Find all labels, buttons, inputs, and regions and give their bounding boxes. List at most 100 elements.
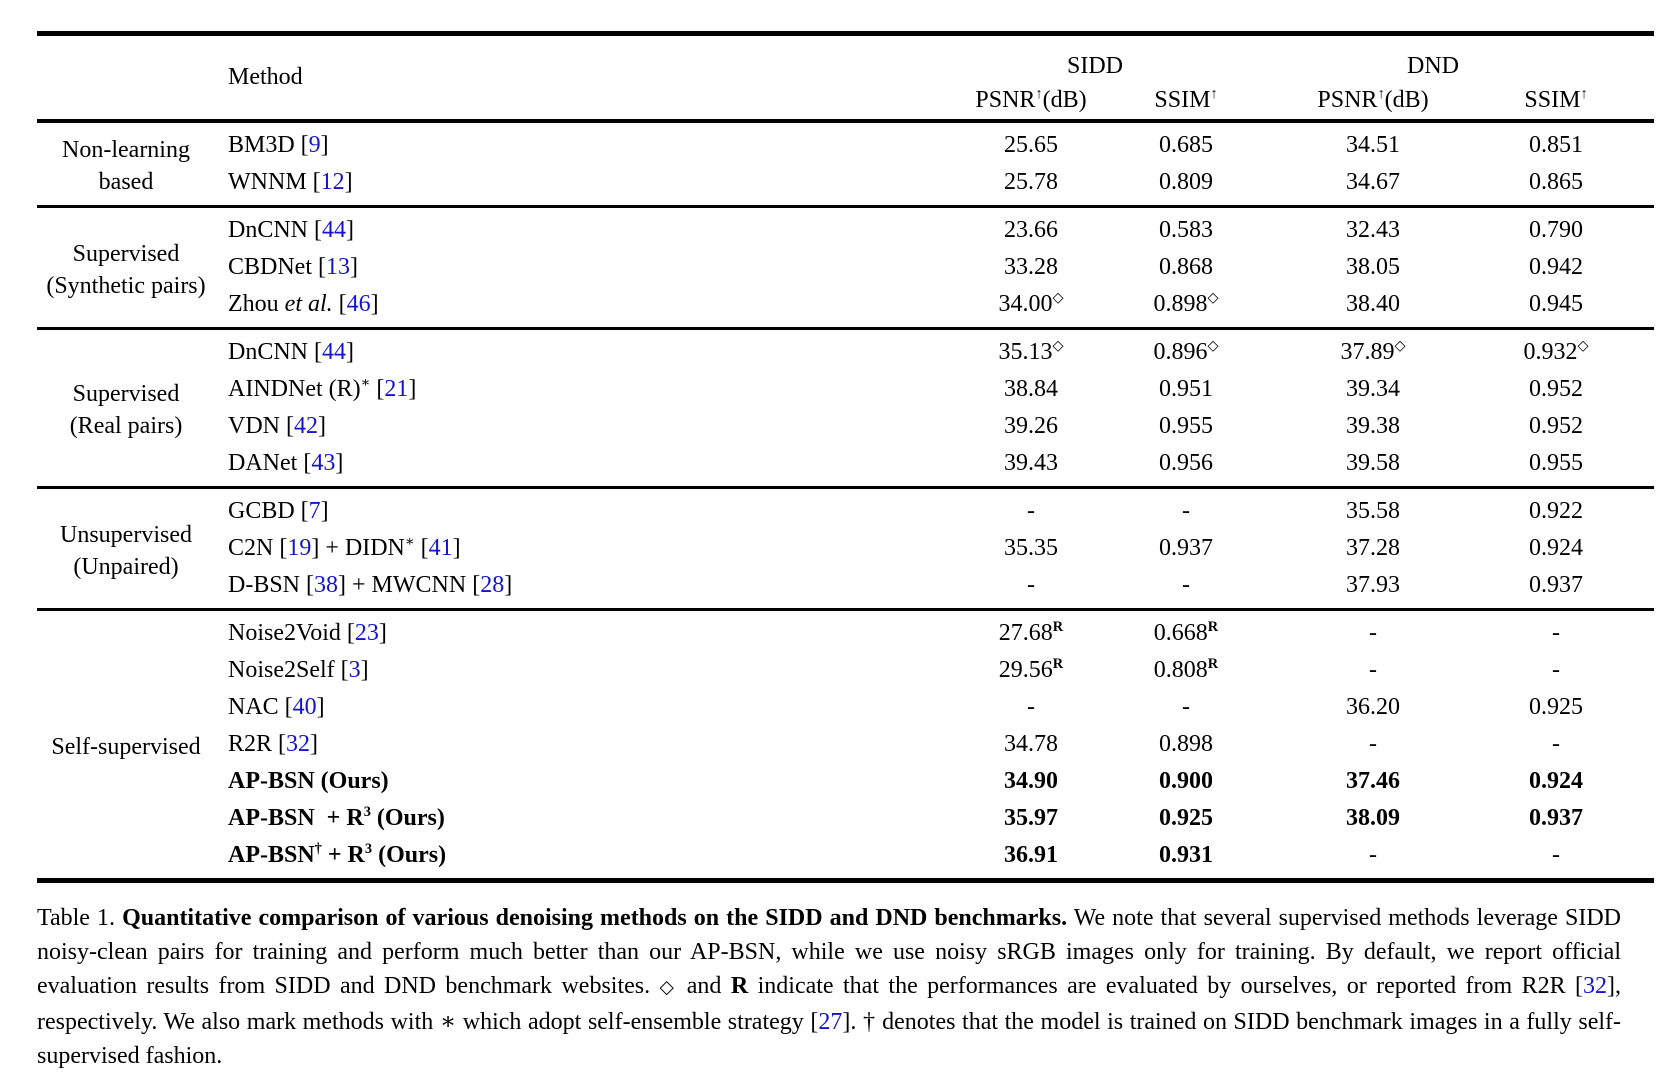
citation-ref[interactable]: 9 (308, 132, 321, 158)
value-cell: 38.40 (1346, 291, 1401, 317)
value-cell: 0.955 (1529, 450, 1584, 476)
value-cell: 0.898 (1159, 731, 1213, 757)
value-superscript: ◇ (1577, 338, 1589, 354)
method-cell: BM3D [9] (228, 132, 329, 158)
value-cell: 0.925 (1529, 694, 1584, 720)
table-row: VDN [42] 39.26 0.955 39.38 0.952 (37, 408, 1654, 445)
value-cell: 34.67 (1346, 169, 1401, 195)
method-cell: AINDNet (R)∗ [21] (228, 375, 417, 402)
value-cell: 0.851 (1529, 132, 1584, 158)
table-row: C2N [19] + DIDN∗ [41] 35.35 0.937 37.28 0.92… (37, 530, 1654, 567)
citation-ref[interactable]: 42 (294, 413, 318, 439)
citation-ref[interactable]: 38 (314, 572, 339, 598)
category-label: Unsupervised (60, 521, 192, 548)
value-cell: 0.924 (1529, 535, 1584, 561)
method-cell: NAC [40] (228, 694, 325, 720)
value-cell: 34.51 (1346, 132, 1401, 158)
table-row: WNNM [12] 25.78 0.809 34.67 0.865 (37, 164, 1654, 207)
citation-ref[interactable]: 19 (287, 535, 312, 561)
dnd-psnr-header: PSNR↑(dB) (1317, 86, 1429, 113)
method-cell: Zhou et al. [46] (228, 291, 379, 317)
citation-ref[interactable]: 23 (354, 620, 379, 646)
value-cell: 35.58 (1346, 498, 1401, 524)
value-cell: 0.809 (1159, 169, 1213, 195)
table-row: Self-supervised Noise2Void [23] 27.68R 0.66… (37, 610, 1654, 760)
table-section: Non-learning based BM3D [9] 25.65 0.685 34.5… (37, 121, 1655, 207)
value-cell: 0.925 (1159, 805, 1213, 831)
citation-ref[interactable]: 41 (428, 535, 453, 561)
value-cell: 37.93 (1346, 572, 1401, 598)
value-cell: 39.58 (1346, 450, 1401, 476)
table-row: AP-BSN† + R3 (Ours) 36.91 0.931 - - (37, 837, 1654, 881)
value-cell: 39.38 (1346, 413, 1401, 439)
sidd-group-header: SIDD (1067, 53, 1124, 79)
table-row: NAC [40] - - 36.20 0.925 (37, 689, 1654, 726)
table-row: AINDNet (R)∗ [21] 38.84 0.951 39.34 0.952 (37, 371, 1654, 408)
citation-ref[interactable]: 44 (322, 217, 346, 243)
citation-ref[interactable]: 44 (322, 339, 346, 365)
citation-ref[interactable]: 32 (286, 731, 311, 757)
value-cell: 0.583 (1159, 217, 1213, 243)
method-cell: DnCNN [44] (228, 217, 354, 243)
spacer-cell (1616, 488, 1654, 531)
citation-ref[interactable]: 27 (818, 1009, 843, 1035)
spacer-cell (1616, 164, 1654, 207)
citation-ref[interactable]: 21 (384, 376, 409, 402)
dnd-ssim-header: SSIM↑ (1524, 86, 1588, 113)
method-cell: CBDNet [13] (228, 254, 358, 280)
value-cell: - (1369, 620, 1378, 646)
spacer-cell (1616, 763, 1654, 800)
value-cell: - (1552, 842, 1561, 868)
value-cell: 36.91 (1004, 842, 1058, 868)
value-cell: 0.668R (1153, 619, 1219, 646)
value-cell: 0.951 (1159, 376, 1213, 402)
value-cell: 23.66 (1004, 217, 1058, 243)
citation-ref[interactable]: 40 (292, 694, 317, 720)
table-section: Self-supervised Noise2Void [23] 27.68R 0.66… (37, 609, 1655, 881)
category-cell: Supervised (Real pairs) (37, 329, 215, 488)
value-cell: 0.922 (1529, 498, 1584, 524)
citation-ref[interactable]: 13 (326, 254, 350, 280)
value-cell: - (1027, 498, 1035, 524)
value-cell: - (1182, 694, 1190, 720)
up-arrow-icon: ↑ (1210, 86, 1218, 102)
citation-ref[interactable]: 12 (320, 169, 345, 195)
category-label: (Synthetic pairs) (46, 272, 206, 299)
method-cell: GCBD [7] (228, 498, 329, 524)
value-cell: 0.685 (1159, 132, 1213, 158)
table-caption: Table 1. Quantitative comparison of vari… (37, 905, 1622, 1069)
value-superscript: R (1207, 619, 1219, 635)
spacer-cell (1616, 34, 1654, 122)
citation-ref[interactable]: 28 (480, 572, 505, 598)
value-cell: 0.808R (1153, 656, 1219, 683)
method-cell: AP-BSN† + R3 (Ours) (228, 841, 447, 868)
citation-ref[interactable]: 7 (308, 498, 321, 524)
spacer-cell (1616, 408, 1654, 445)
spacer-cell (1616, 249, 1654, 286)
value-cell: - (1369, 657, 1378, 683)
value-cell: 0.932◇ (1523, 338, 1589, 365)
value-cell: 0.931 (1159, 842, 1213, 868)
table-section: Supervised (Synthetic pairs) DnCNN [44] 23.… (37, 206, 1655, 329)
header-row-metrics: PSNR↑(dB) SSIM↑ PSNR↑(dB) SSIM↑ (37, 82, 1654, 121)
citation-ref[interactable]: 46 (346, 291, 371, 317)
sidd-psnr-header: PSNR↑(dB) (975, 86, 1087, 113)
value-cell: - (1552, 657, 1561, 683)
method-cell: DnCNN [44] (228, 339, 354, 365)
up-arrow-icon: ↑ (1580, 86, 1588, 102)
value-cell: 37.46 (1346, 768, 1401, 794)
citation-ref[interactable]: 3 (348, 657, 361, 683)
spacer-cell (1616, 371, 1654, 408)
value-cell: - (1182, 498, 1190, 524)
category-cell: Supervised (Synthetic pairs) (37, 207, 215, 329)
spacer-cell (1616, 689, 1654, 726)
value-cell: 0.952 (1529, 376, 1584, 402)
method-cell: DANet [43] (228, 450, 344, 476)
citation-ref[interactable]: 32 (1583, 973, 1608, 999)
value-cell: - (1552, 620, 1561, 646)
spacer-cell (1616, 567, 1654, 610)
citation-ref[interactable]: 43 (311, 450, 336, 476)
method-cell: AP-BSN + R3 (Ours) (228, 804, 445, 831)
value-cell: 38.09 (1346, 805, 1401, 831)
spacer-cell (1616, 121, 1654, 164)
